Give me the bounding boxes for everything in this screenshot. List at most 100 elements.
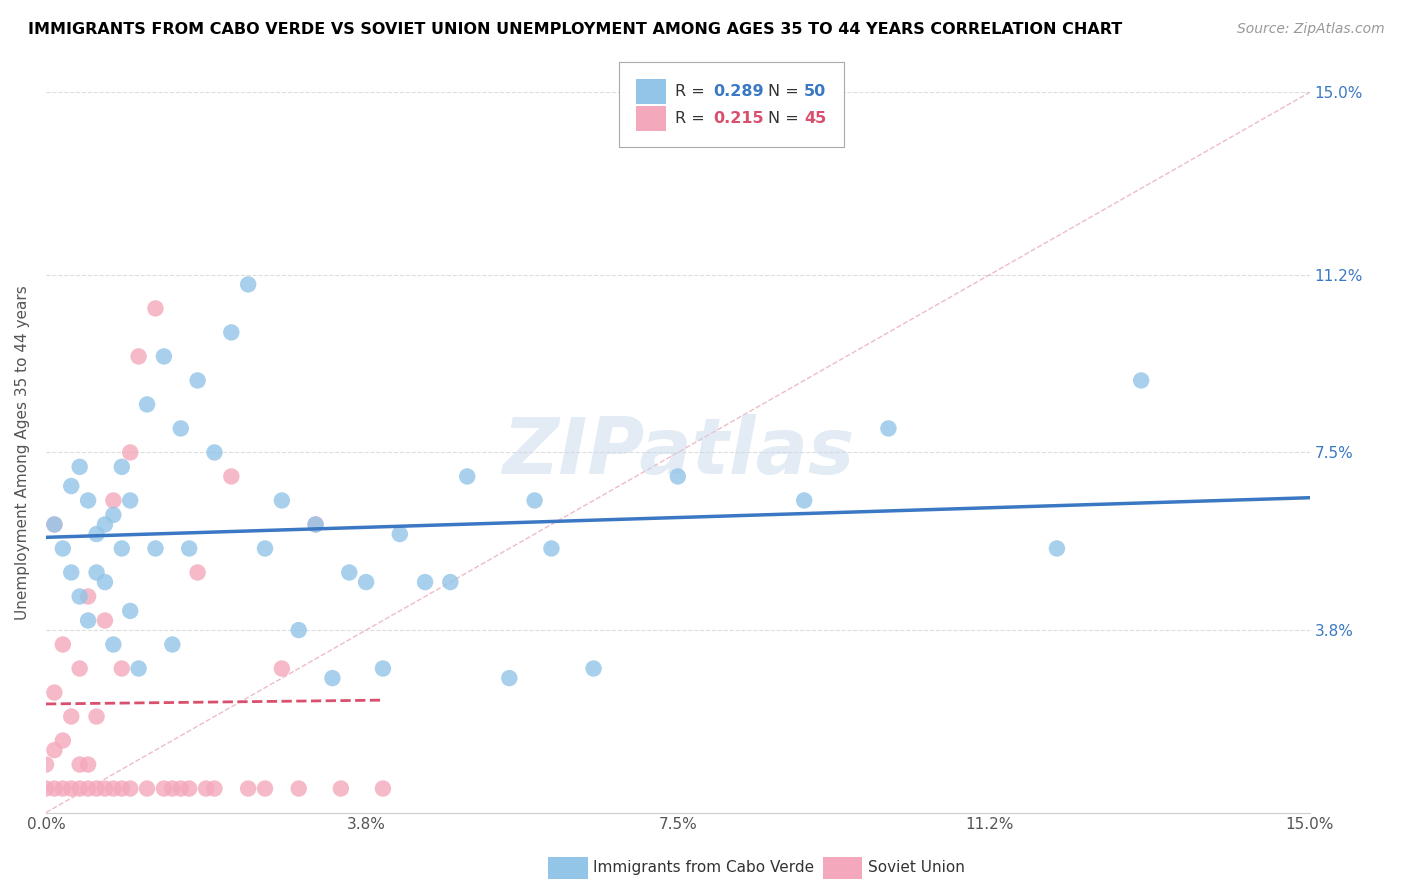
Text: R =: R = — [675, 111, 710, 126]
Point — [111, 781, 134, 796]
Point — [94, 517, 117, 532]
Point — [1130, 373, 1153, 387]
Point — [162, 638, 184, 652]
Point — [304, 517, 326, 532]
Point — [153, 781, 176, 796]
Point — [179, 541, 201, 556]
Point — [195, 781, 218, 796]
Point — [86, 709, 108, 723]
Point — [60, 781, 83, 796]
Point — [238, 277, 260, 292]
Text: 0.289: 0.289 — [713, 84, 763, 99]
Point — [793, 493, 815, 508]
Point — [69, 590, 91, 604]
Point — [162, 781, 184, 796]
Point — [523, 493, 546, 508]
Text: ZIPatlas: ZIPatlas — [502, 415, 853, 491]
Point — [86, 527, 108, 541]
Point — [77, 493, 100, 508]
Point — [44, 517, 66, 532]
Point — [120, 493, 142, 508]
Point — [253, 541, 276, 556]
Point — [329, 781, 352, 796]
Point — [111, 459, 134, 474]
Point — [52, 541, 75, 556]
Point — [287, 623, 309, 637]
Point — [187, 373, 209, 387]
Point — [94, 614, 117, 628]
Point — [103, 508, 125, 522]
Point — [69, 757, 91, 772]
Point — [103, 493, 125, 508]
Point — [44, 743, 66, 757]
Point — [128, 661, 150, 675]
Point — [111, 541, 134, 556]
Point — [44, 685, 66, 699]
Point — [69, 781, 91, 796]
Point — [439, 575, 461, 590]
Text: 0.215: 0.215 — [713, 111, 763, 126]
Point — [354, 575, 377, 590]
Point — [221, 326, 243, 340]
Point — [94, 781, 117, 796]
Point — [69, 459, 91, 474]
Point — [44, 517, 66, 532]
Y-axis label: Unemployment Among Ages 35 to 44 years: Unemployment Among Ages 35 to 44 years — [15, 285, 30, 620]
Point — [86, 566, 108, 580]
Text: R =: R = — [675, 84, 710, 99]
Text: 45: 45 — [804, 111, 827, 126]
Point — [666, 469, 689, 483]
Point — [204, 445, 226, 459]
Point — [44, 781, 66, 796]
Text: Source: ZipAtlas.com: Source: ZipAtlas.com — [1237, 22, 1385, 37]
Point — [179, 781, 201, 796]
Point — [270, 661, 292, 675]
Point — [153, 350, 176, 364]
Text: Soviet Union: Soviet Union — [868, 861, 965, 875]
Point — [52, 733, 75, 747]
Text: N =: N = — [768, 84, 804, 99]
Text: IMMIGRANTS FROM CABO VERDE VS SOVIET UNION UNEMPLOYMENT AMONG AGES 35 TO 44 YEAR: IMMIGRANTS FROM CABO VERDE VS SOVIET UNI… — [28, 22, 1122, 37]
Point — [69, 661, 91, 675]
Point — [86, 781, 108, 796]
Point — [337, 566, 360, 580]
Point — [582, 661, 605, 675]
Point — [120, 445, 142, 459]
Point — [170, 781, 193, 796]
Point — [52, 638, 75, 652]
Point — [60, 566, 83, 580]
Point — [120, 781, 142, 796]
Point — [35, 781, 58, 796]
Point — [128, 350, 150, 364]
Text: N =: N = — [768, 111, 804, 126]
Point — [371, 661, 394, 675]
Point — [253, 781, 276, 796]
Point — [145, 541, 167, 556]
Point — [145, 301, 167, 316]
Point — [120, 604, 142, 618]
Point — [170, 421, 193, 435]
Point — [456, 469, 478, 483]
Point — [204, 781, 226, 796]
Point — [413, 575, 436, 590]
Point — [136, 781, 159, 796]
Point — [371, 781, 394, 796]
Point — [52, 781, 75, 796]
Point — [270, 493, 292, 508]
Point — [35, 757, 58, 772]
Point — [77, 614, 100, 628]
Point — [103, 781, 125, 796]
Point — [111, 661, 134, 675]
Point — [498, 671, 520, 685]
Point — [103, 638, 125, 652]
Point — [60, 479, 83, 493]
Point — [77, 590, 100, 604]
Text: 50: 50 — [804, 84, 827, 99]
Text: Immigrants from Cabo Verde: Immigrants from Cabo Verde — [593, 861, 814, 875]
Point — [1046, 541, 1069, 556]
Point — [540, 541, 562, 556]
Point — [287, 781, 309, 796]
Point — [877, 421, 900, 435]
Point — [187, 566, 209, 580]
Point — [238, 781, 260, 796]
